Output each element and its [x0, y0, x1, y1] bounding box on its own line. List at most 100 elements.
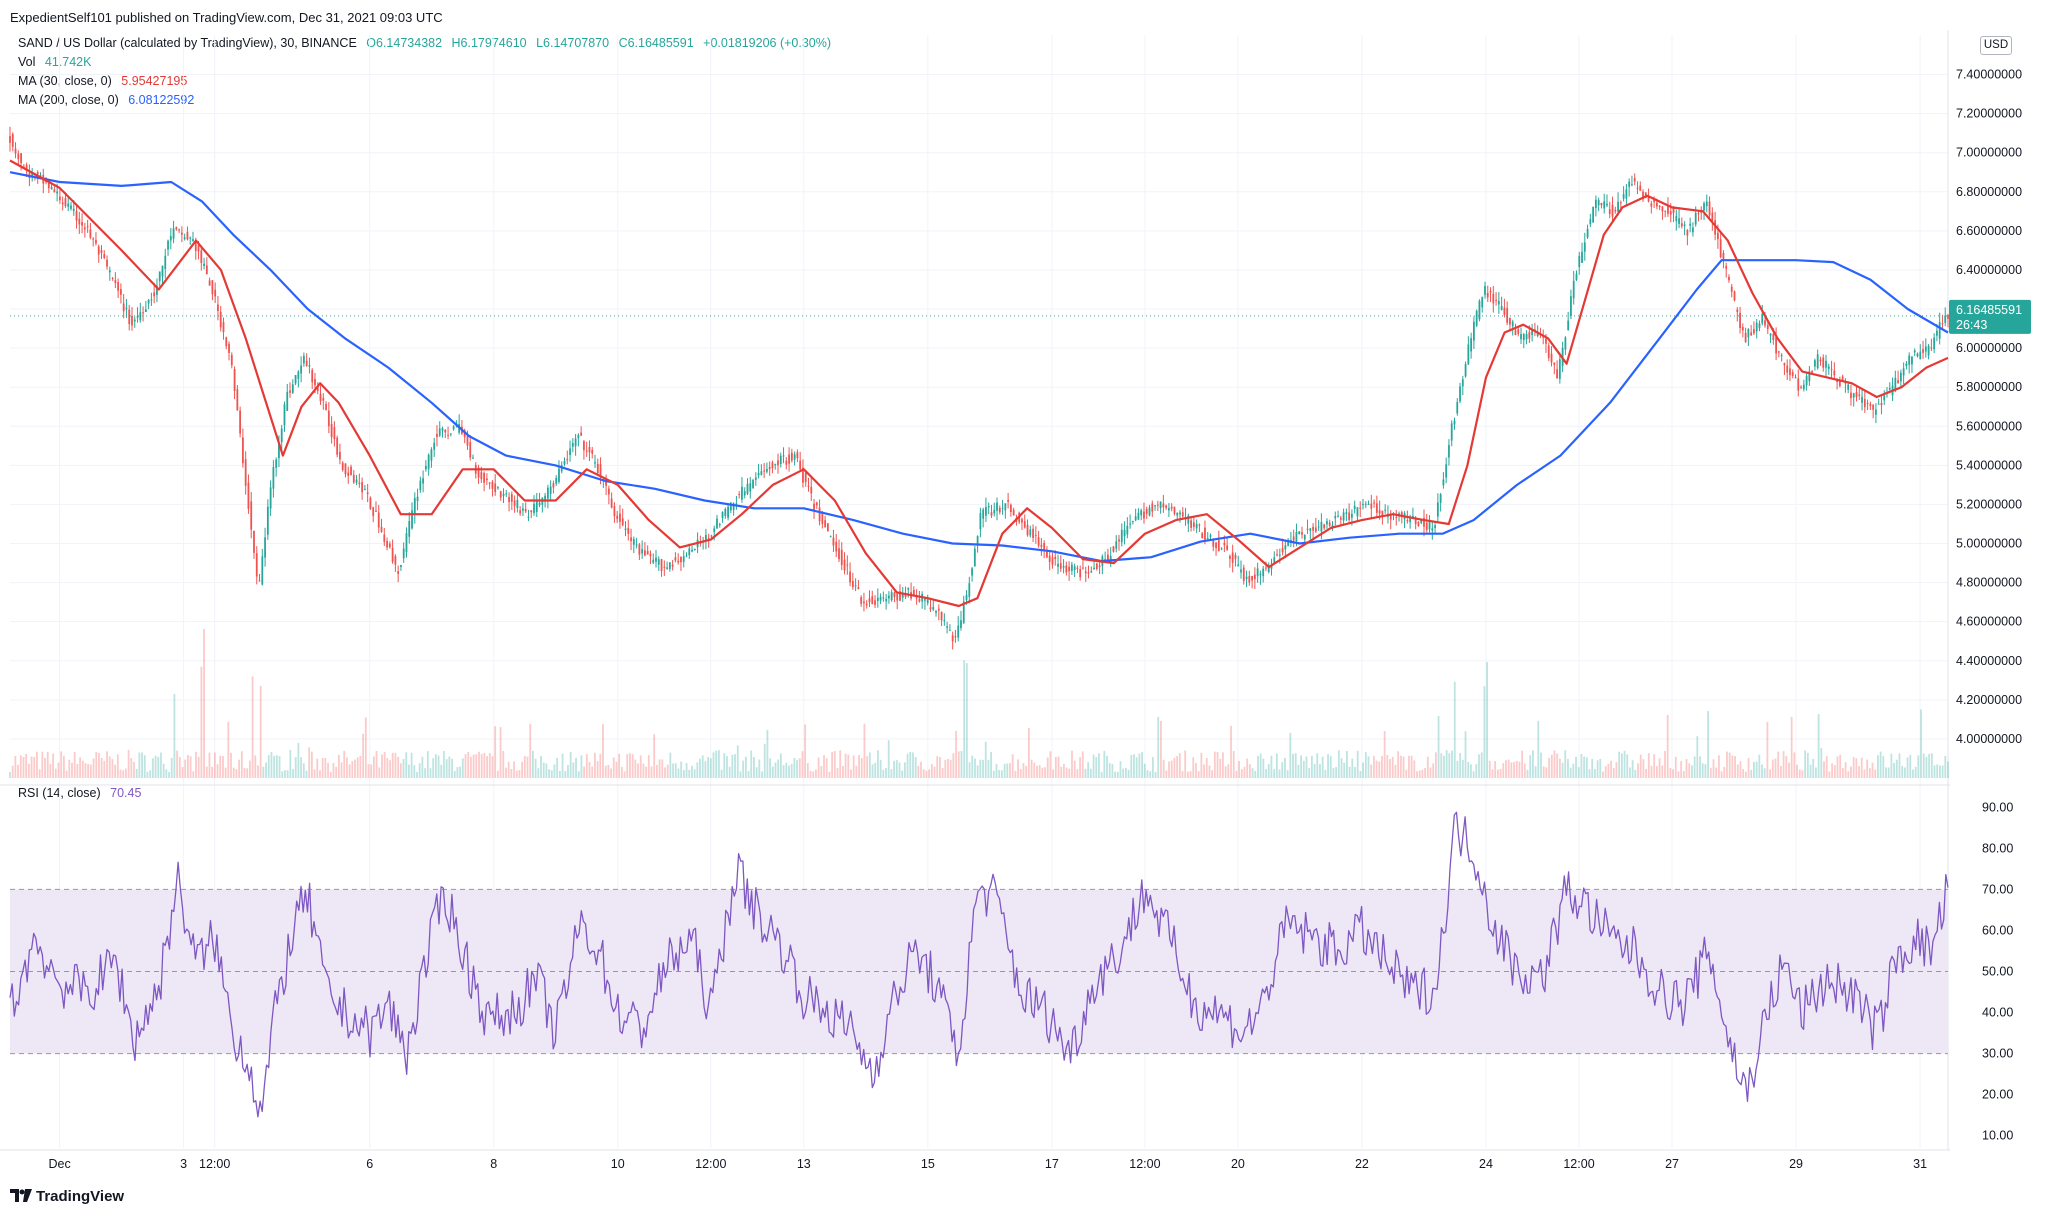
candle-body	[1858, 394, 1861, 396]
currency-unit-badge[interactable]: USD	[1980, 36, 2012, 55]
candle-body	[973, 548, 976, 567]
volume-bar	[211, 766, 214, 778]
candle-body	[1852, 393, 1855, 398]
candle-body	[469, 442, 472, 458]
volume-bar	[448, 756, 451, 778]
candle-body	[707, 537, 710, 539]
candle-body	[1830, 369, 1833, 371]
candle-body	[375, 510, 377, 512]
volume-bar	[1248, 764, 1251, 778]
candle-body	[558, 468, 560, 483]
volume-bar	[1383, 731, 1386, 778]
candle-body	[1764, 320, 1766, 326]
volume-bar	[1119, 761, 1122, 778]
volume-bar	[1753, 761, 1755, 778]
candle-body	[1206, 537, 1209, 540]
price-tick-label: 7.00000000	[1956, 146, 2022, 160]
volume-bar	[362, 733, 364, 778]
volume-bar	[742, 760, 745, 778]
candle-body	[1930, 347, 1933, 349]
volume-bar	[1063, 763, 1065, 778]
volume-bar	[1354, 766, 1356, 778]
candle-body	[1575, 273, 1578, 280]
candle-body	[1467, 344, 1470, 365]
volume-bar	[1084, 768, 1087, 778]
candle-body	[1367, 503, 1370, 505]
volume-bar	[707, 756, 710, 778]
candle-body	[1553, 362, 1556, 365]
volume-bar	[1645, 768, 1648, 778]
candle-body	[671, 564, 674, 567]
volume-bar	[17, 764, 19, 778]
candle-body	[1059, 563, 1062, 569]
volume-bar	[235, 769, 238, 778]
volume-bar	[418, 763, 421, 778]
candle-body	[976, 536, 979, 545]
volume-bar	[1116, 771, 1119, 778]
candle-body	[488, 482, 491, 484]
candle-body	[1229, 556, 1231, 559]
candle-body	[1747, 328, 1750, 338]
candle-body	[596, 463, 599, 474]
volume-bar	[1863, 769, 1866, 778]
volume-bar	[1825, 756, 1828, 778]
candle-body	[1617, 201, 1619, 212]
volume-bar	[728, 766, 731, 778]
volume-bar	[1189, 771, 1192, 778]
candle-body	[1872, 404, 1875, 410]
ohlc-close: C6.16485591	[618, 36, 694, 50]
candle-body	[754, 477, 757, 480]
candle-body	[1323, 524, 1326, 529]
candle-body	[829, 536, 832, 538]
volume-bar	[987, 759, 990, 778]
volume-bar	[378, 767, 381, 778]
candle-body	[1545, 338, 1547, 344]
rsi-tick-label: 80.00	[1982, 841, 2013, 855]
volume-bar	[914, 756, 917, 778]
volume-bar	[674, 763, 677, 778]
candle-body	[1506, 308, 1509, 323]
candle-body	[1944, 315, 1947, 323]
candle-body	[1719, 239, 1722, 258]
volume-bar	[817, 757, 820, 778]
volume-bar	[1087, 762, 1090, 778]
volume-bar	[1515, 761, 1518, 778]
volume-bar	[1893, 762, 1895, 778]
volume-bar	[254, 755, 257, 778]
volume-bar	[1434, 752, 1437, 778]
candle-body	[1694, 213, 1697, 225]
candle-body	[388, 543, 391, 548]
candle-body	[1034, 535, 1037, 537]
candle-body	[1412, 515, 1414, 518]
volume-bar	[1712, 759, 1715, 778]
candle-body	[857, 587, 860, 589]
candle-body	[111, 277, 114, 279]
candle-body	[1076, 567, 1079, 569]
volume-bar	[1647, 753, 1650, 778]
candle-body	[95, 239, 97, 244]
volume-bar	[1488, 760, 1491, 778]
candle-body	[1420, 519, 1423, 523]
candle-body	[1625, 189, 1628, 199]
candle-body	[749, 483, 752, 492]
volume-bar	[796, 760, 798, 778]
volume-bar	[1052, 769, 1055, 778]
candle-body	[272, 467, 275, 489]
volume-bar	[106, 751, 108, 778]
volume-bar	[1019, 769, 1022, 778]
volume-bar	[1494, 761, 1497, 778]
volume-bar	[723, 753, 726, 778]
volume-bar	[1914, 766, 1917, 778]
volume-bar	[33, 756, 36, 778]
candle-body	[655, 557, 657, 562]
volume-bar	[1381, 756, 1383, 778]
candle-body	[430, 449, 433, 461]
volume-bar	[470, 756, 472, 778]
tradingview-brand[interactable]: TradingView	[10, 1188, 124, 1205]
candle-body	[1766, 325, 1769, 329]
candle-body	[594, 462, 596, 464]
candle-body	[1683, 224, 1686, 227]
volume-bar	[1402, 756, 1405, 778]
volume-bar	[1364, 752, 1367, 778]
